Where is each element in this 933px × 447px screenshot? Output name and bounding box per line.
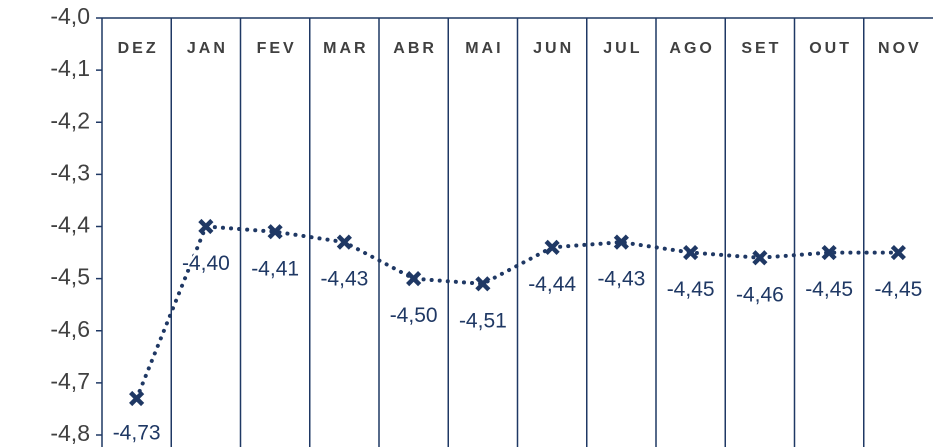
y-tick-label: -4,2 (50, 107, 90, 133)
data-label: -4,46 (736, 283, 784, 306)
marker (752, 250, 768, 266)
marker (613, 234, 629, 250)
data-label: -4,45 (874, 278, 922, 301)
marker (198, 218, 214, 235)
marker (890, 244, 906, 261)
x-tick-label: FEV (257, 40, 297, 57)
marker (683, 244, 699, 261)
x-tick-label: SET (741, 40, 781, 57)
marker (821, 244, 837, 261)
marker (475, 276, 491, 292)
marker (406, 271, 422, 287)
data-label: -4,73 (113, 422, 161, 445)
marker (129, 390, 145, 407)
y-tick-label: -4,4 (50, 212, 90, 238)
y-tick-label: -4,0 (50, 3, 90, 29)
data-label: -4,50 (390, 304, 438, 327)
x-tick-label: MAI (465, 40, 503, 57)
y-tick-label: -4,1 (50, 55, 90, 81)
x-tick-label: OUT (809, 40, 852, 57)
y-tick-label: -4,3 (50, 159, 90, 185)
data-label: -4,45 (667, 278, 715, 301)
y-tick-label: -4,8 (50, 420, 90, 446)
x-tick-label: ABR (393, 40, 437, 57)
data-label: -4,43 (597, 268, 645, 291)
x-tick-label: AGO (669, 40, 714, 57)
x-tick-label: JUN (533, 40, 574, 57)
y-tick-label: -4,5 (50, 264, 90, 290)
x-tick-label: NOV (878, 40, 922, 57)
x-tick-label: JAN (187, 40, 228, 57)
y-tick-label: -4,6 (50, 316, 90, 342)
data-label: -4,43 (320, 268, 368, 291)
marker (267, 224, 283, 240)
y-tick-label: -4,7 (50, 368, 90, 394)
x-tick-label: MAR (323, 40, 368, 57)
marker (544, 239, 560, 255)
series-line (134, 224, 901, 401)
data-label: -4,51 (459, 309, 507, 332)
data-label: -4,44 (528, 273, 576, 296)
data-label: -4,45 (805, 278, 853, 301)
data-label: -4,41 (251, 257, 299, 280)
marker (336, 234, 352, 250)
x-tick-label: DEZ (118, 40, 159, 57)
x-tick-label: JUL (603, 40, 642, 57)
data-label: -4,40 (182, 252, 230, 275)
